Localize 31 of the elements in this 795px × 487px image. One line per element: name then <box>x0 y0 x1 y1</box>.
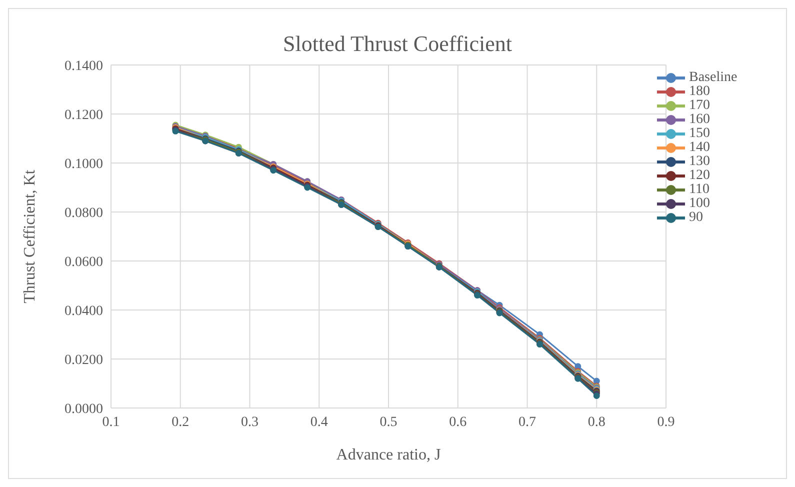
legend-label: Baseline <box>689 70 738 85</box>
chart-title: Slotted Thrust Coefficient <box>282 31 513 57</box>
legend-label: 150 <box>689 126 710 141</box>
x-tick-label: 0.3 <box>241 414 258 430</box>
y-tick-label: 0.0400 <box>64 304 103 319</box>
legend-label: 170 <box>689 98 710 113</box>
y-tick-label: 0.1200 <box>64 108 103 123</box>
y-tick-label: 0.0000 <box>64 402 103 417</box>
legend-label: 160 <box>689 112 710 127</box>
x-tick-label: 0.9 <box>657 414 675 430</box>
x-tick-label: 0.7 <box>518 414 536 430</box>
x-tick-label: 0.2 <box>172 414 190 430</box>
legend-label: 130 <box>689 154 710 169</box>
x-tick-label: 0.4 <box>310 414 328 430</box>
y-tick-label: 0.0800 <box>64 206 103 221</box>
y-tick-label: 0.0600 <box>64 254 103 270</box>
x-tick-label: 0.8 <box>588 414 606 430</box>
y-axis-title: Thrust Cefficient, Kt <box>22 169 39 304</box>
x-axis-title: Advance ratio, J <box>336 446 441 464</box>
legend-label: 110 <box>689 182 710 197</box>
y-tick-label: 0.0200 <box>64 352 103 368</box>
y-tick-label: 0.1400 <box>64 58 103 74</box>
legend-label: 90 <box>689 210 703 225</box>
legend-label: 140 <box>689 140 710 155</box>
x-tick-label: 0.6 <box>449 414 467 430</box>
x-tick-label: 0.1 <box>102 414 120 430</box>
y-tick-label: 0.1000 <box>64 156 103 172</box>
legend-label: 120 <box>689 168 710 183</box>
x-tick-label: 0.5 <box>380 414 398 430</box>
legend-label: 100 <box>689 196 710 211</box>
legend-label: 180 <box>689 84 710 99</box>
